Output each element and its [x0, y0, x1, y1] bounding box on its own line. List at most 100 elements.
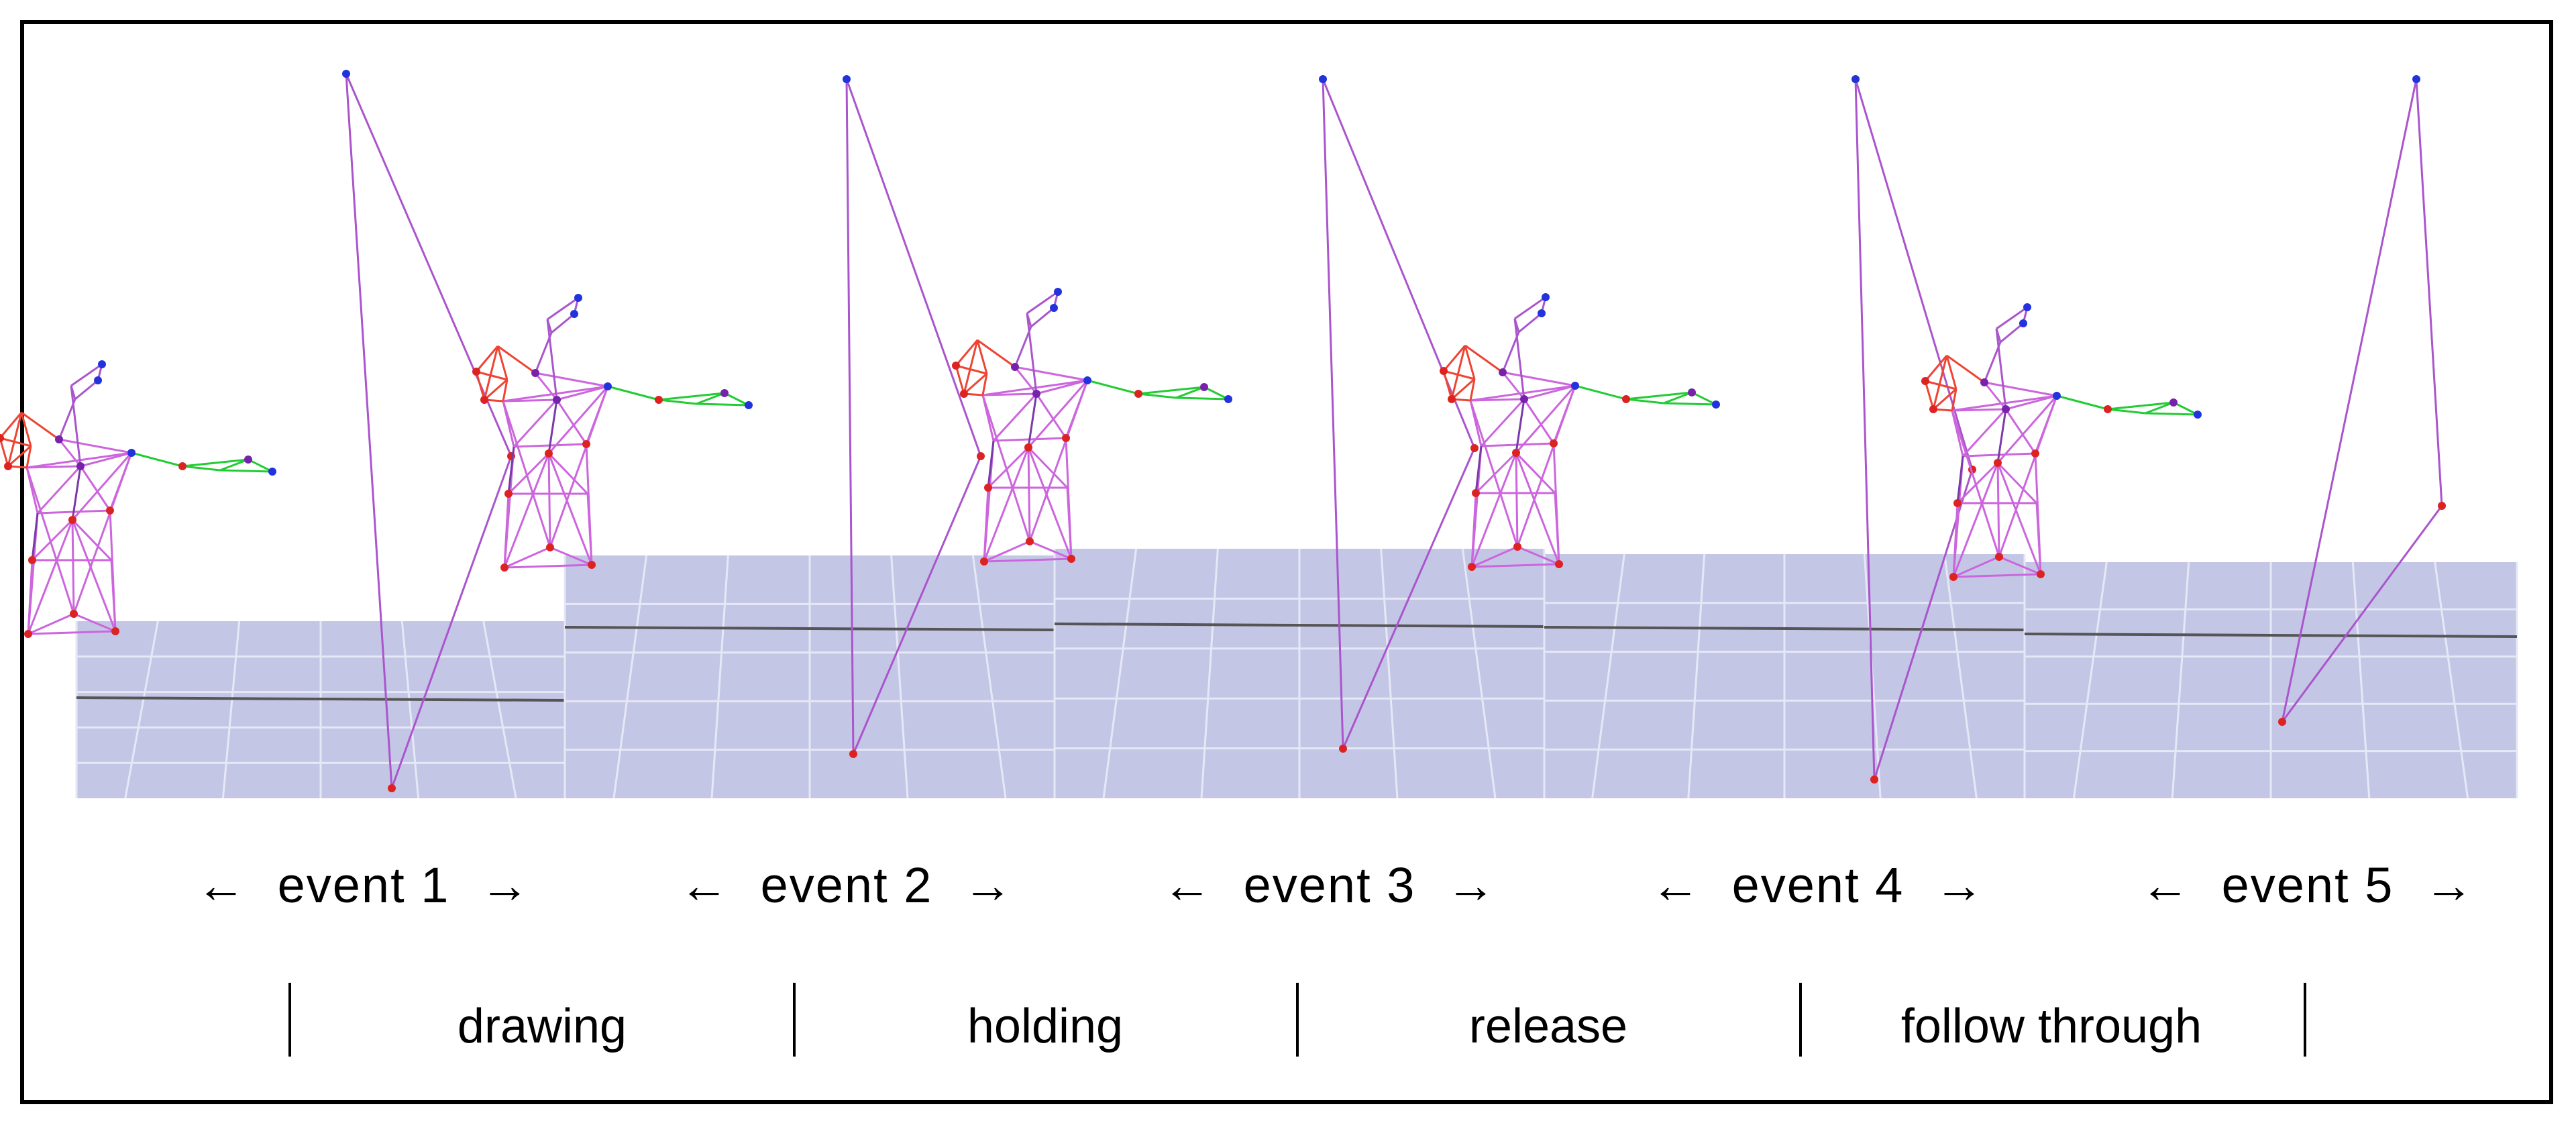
torso-line	[547, 399, 558, 454]
skeleton-link	[983, 540, 1030, 563]
bow-string	[1854, 78, 1876, 780]
skeleton-link	[109, 510, 117, 632]
head-link	[1464, 344, 1503, 374]
skeleton-link	[1523, 398, 1555, 444]
event-4-label: ← event 4 →	[1650, 857, 1986, 913]
event-3-label: ← event 3 →	[1162, 857, 1497, 913]
skeleton-link	[28, 612, 74, 635]
arm-link	[1663, 391, 1693, 405]
skeleton-link	[1951, 410, 2000, 557]
head-link	[0, 437, 9, 467]
head-link	[1924, 380, 1935, 410]
skeleton-link	[504, 564, 592, 569]
skeleton-link	[1065, 437, 1073, 559]
floor-grid-line	[1102, 548, 1138, 799]
hand-link	[70, 385, 82, 467]
bow-top-marker	[342, 70, 350, 78]
joint-marker	[720, 389, 729, 397]
bow-top-marker	[1319, 75, 1327, 83]
joint-marker	[1513, 543, 1521, 551]
floor-grid-line	[1591, 553, 1625, 799]
joint-marker	[1067, 555, 1075, 563]
horizon-line	[2024, 633, 2518, 638]
skeleton-link	[983, 447, 1030, 562]
head-link	[0, 412, 23, 439]
phase-divider	[1799, 983, 1802, 1057]
arm-link	[182, 458, 249, 468]
joint-marker	[70, 610, 78, 618]
skeleton-link	[555, 399, 588, 445]
skeleton-link	[28, 630, 116, 635]
joint-marker	[1995, 553, 2003, 561]
horizon-line	[1054, 623, 1545, 628]
arm-link	[1138, 392, 1177, 399]
torso-line	[1474, 445, 1483, 494]
skeleton-link	[549, 546, 592, 566]
event-5-panel	[1921, 75, 2518, 799]
joint-marker	[1571, 382, 1579, 390]
skeleton-link	[1515, 452, 1519, 547]
bow-limb	[345, 73, 513, 457]
skeleton-link	[1028, 380, 1089, 542]
arm-link	[1691, 391, 1717, 406]
head-link	[963, 339, 979, 394]
floor-grid-line	[482, 621, 517, 799]
head-link	[955, 339, 979, 366]
skeleton-link	[72, 452, 133, 614]
skeleton-link	[1962, 408, 2007, 458]
event-1-label: ← event 1 →	[196, 857, 531, 913]
joint-marker	[2037, 570, 2045, 578]
torso-line	[1996, 409, 2007, 464]
joint-marker	[1472, 489, 1480, 497]
hand-link	[1518, 312, 1542, 333]
floor-grid-line	[971, 555, 1007, 799]
hand-link	[1030, 307, 1055, 328]
head-link	[496, 345, 508, 380]
head-link	[1945, 355, 1957, 390]
skeleton-link	[1470, 452, 1517, 568]
joint-marker	[68, 516, 76, 524]
skeleton-link	[992, 392, 1038, 442]
skeleton-link	[36, 465, 82, 515]
phase-drawing: drawing	[457, 1000, 627, 1053]
floor-grid-line	[1380, 548, 1399, 799]
skeleton-link	[1953, 573, 2041, 578]
skeleton-link	[503, 453, 550, 568]
head-link	[21, 411, 60, 441]
joint-marker	[1949, 573, 1957, 581]
skeleton-link	[71, 519, 117, 632]
skeleton-link	[1523, 384, 1576, 400]
joint-marker	[106, 506, 114, 515]
joint-marker	[545, 449, 553, 458]
skeleton-link	[1027, 446, 1069, 489]
skeleton-link	[1480, 398, 1525, 447]
head-link	[25, 445, 32, 468]
skeleton-link	[547, 453, 593, 566]
phase-divider	[2304, 983, 2306, 1057]
skeleton-link	[1027, 380, 1089, 448]
joint-marker	[1953, 499, 1962, 507]
head-link	[475, 371, 486, 400]
skeleton-link	[71, 519, 113, 561]
floor-grid-line	[221, 621, 241, 799]
phase-divider	[1296, 983, 1299, 1057]
joint-marker	[127, 449, 136, 457]
head-link	[483, 345, 499, 400]
arm-link	[1663, 402, 1717, 406]
joint-marker	[4, 462, 12, 470]
head-link	[963, 372, 987, 395]
arm-link	[696, 402, 749, 407]
torso-line	[987, 440, 995, 488]
event-2-label: ← event 2 →	[679, 857, 1014, 913]
bow-string	[1322, 78, 1344, 749]
event-3-panel	[952, 75, 1546, 799]
joint-marker	[1468, 563, 1476, 571]
head-link	[1933, 388, 1957, 411]
skeleton-link	[1552, 443, 1560, 565]
skeleton-link	[1951, 408, 2006, 412]
arm-link	[1175, 396, 1229, 400]
skeleton-link	[2004, 409, 2037, 454]
joint-marker	[178, 462, 186, 470]
joint-marker	[500, 564, 508, 572]
